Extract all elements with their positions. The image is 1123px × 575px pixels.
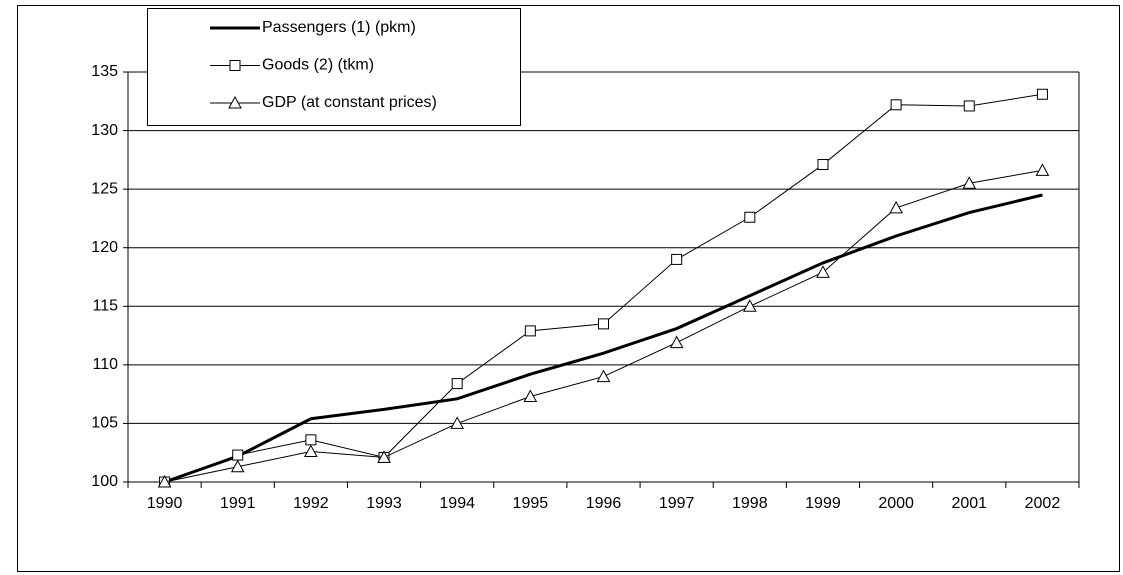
data-point [669, 335, 684, 349]
legend-marker [228, 95, 242, 109]
data-point [305, 434, 317, 446]
data-point [671, 253, 683, 265]
y-tick-label: 135 [91, 63, 118, 80]
y-tick-label: 125 [91, 180, 118, 197]
x-tick-label: 1990 [147, 495, 183, 512]
y-tick-label: 100 [91, 473, 118, 490]
x-tick-label: 2001 [951, 495, 987, 512]
y-tick-label: 110 [92, 356, 118, 373]
legend-label: Goods (2) (tkm) [262, 57, 374, 74]
y-tick-label: 130 [91, 122, 118, 139]
data-point [742, 299, 757, 312]
x-tick-label: 2000 [878, 495, 914, 512]
legend-label: Passengers (1) (pkm) [262, 19, 416, 36]
legend-marker [229, 60, 241, 71]
data-point [596, 369, 611, 383]
data-point [1036, 88, 1048, 100]
x-tick-label: 1996 [586, 495, 622, 512]
x-tick-label: 1994 [439, 495, 475, 512]
data-point [523, 389, 538, 402]
data-point [304, 444, 318, 458]
data-point [598, 318, 609, 330]
y-tick-label: 115 [92, 298, 118, 315]
data-point [230, 459, 245, 473]
data-point [1035, 163, 1050, 176]
data-point [451, 378, 463, 390]
data-point [450, 416, 465, 429]
x-tick-label: 1997 [659, 495, 695, 512]
data-point [524, 325, 536, 337]
x-tick-label: 1991 [220, 495, 256, 512]
y-tick-label: 105 [91, 415, 118, 432]
series-line [164, 193, 1043, 484]
data-point [817, 159, 829, 171]
data-point [377, 450, 391, 463]
legend-label: GDP (at constant prices) [262, 94, 437, 111]
data-point [963, 100, 975, 112]
data-point [816, 265, 830, 278]
data-point [157, 474, 172, 488]
x-tick-label: 1999 [805, 495, 841, 512]
x-tick-label: 1995 [513, 495, 549, 512]
x-tick-label: 1998 [732, 495, 768, 512]
data-point [232, 449, 244, 461]
data-point [744, 211, 756, 223]
data-point [962, 176, 977, 189]
data-point [890, 99, 902, 111]
data-point [889, 200, 903, 214]
legend-box [147, 8, 521, 126]
x-tick-label: 2002 [1025, 495, 1061, 512]
y-tick-label: 120 [91, 239, 118, 256]
x-tick-label: 1992 [293, 495, 329, 512]
x-tick-label: 1993 [366, 495, 402, 512]
